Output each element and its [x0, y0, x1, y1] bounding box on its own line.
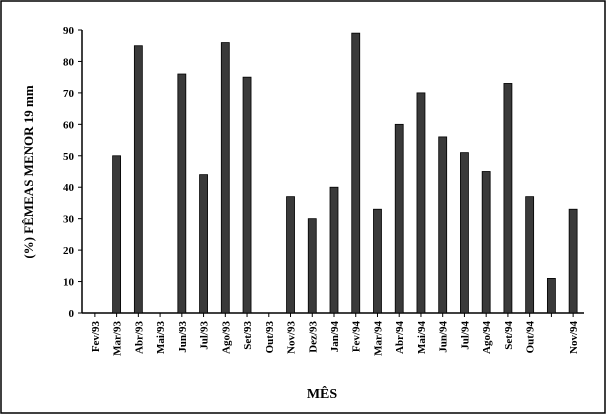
x-axis-label: MÊS: [307, 385, 338, 402]
y-tick-label: 90: [63, 25, 75, 37]
x-tick-label: Set/94: [503, 321, 515, 350]
bar: [329, 186, 339, 314]
bar: [373, 208, 382, 314]
x-tick-label: Jun/94: [438, 321, 450, 353]
x-tick-label: Dez/93: [307, 321, 319, 353]
bar: [242, 76, 252, 314]
y-tick-label: 10: [63, 277, 75, 289]
y-tick-label: 0: [69, 308, 75, 320]
bar: [416, 92, 426, 314]
x-tick-label: Jul/93: [199, 321, 211, 350]
x-tick-label: Out/93: [264, 321, 276, 354]
bar: [307, 218, 317, 314]
bar: [481, 171, 491, 314]
bar: [286, 196, 295, 314]
bar: [568, 208, 578, 314]
x-tick-label: Out/94: [525, 321, 537, 354]
x-tick-label: Ago/94: [481, 321, 493, 355]
bar: [112, 155, 122, 314]
bar: [177, 73, 187, 314]
y-axis-label: (%) FÊMEAS MENOR 19 mm: [21, 85, 36, 258]
y-tick-label: 80: [63, 56, 75, 68]
x-tick-label: Set/93: [242, 321, 254, 350]
bar: [525, 196, 535, 314]
bar: [133, 45, 143, 314]
y-tick-label: 40: [63, 182, 75, 194]
x-tick-label: Nov/94: [568, 321, 580, 355]
bar: [394, 123, 404, 314]
y-tick-label: 20: [63, 245, 75, 257]
x-tick-label: Mar/93: [112, 321, 124, 356]
y-tick-label: 70: [63, 88, 75, 100]
x-tick-label: Fev/94: [351, 321, 363, 353]
y-tick-label: 30: [63, 214, 75, 226]
x-tick-label: Ago/93: [220, 321, 232, 355]
x-tick-label: Jan/94: [329, 321, 341, 353]
x-tick-label: Mai/94: [416, 321, 428, 354]
y-tick-label: 60: [63, 119, 75, 131]
bar: [546, 278, 556, 314]
x-tick-label: Jun/93: [177, 321, 189, 353]
bar: [199, 174, 208, 314]
x-tick-label: Abr/93: [133, 321, 145, 355]
bar: [438, 136, 448, 314]
x-tick-label: Abr/94: [394, 321, 406, 355]
x-tick-label: Jul/94: [459, 321, 471, 350]
y-tick-label: 50: [63, 151, 75, 163]
bar: [460, 152, 469, 314]
bar: [503, 83, 513, 314]
x-tick-label: Mar/94: [372, 321, 384, 356]
x-tick-label: Mai/93: [155, 321, 167, 354]
x-tick-label: Nov/93: [286, 321, 298, 355]
bar: [220, 42, 230, 314]
x-tick-label: Fev/93: [90, 321, 102, 353]
bar: [351, 32, 361, 314]
